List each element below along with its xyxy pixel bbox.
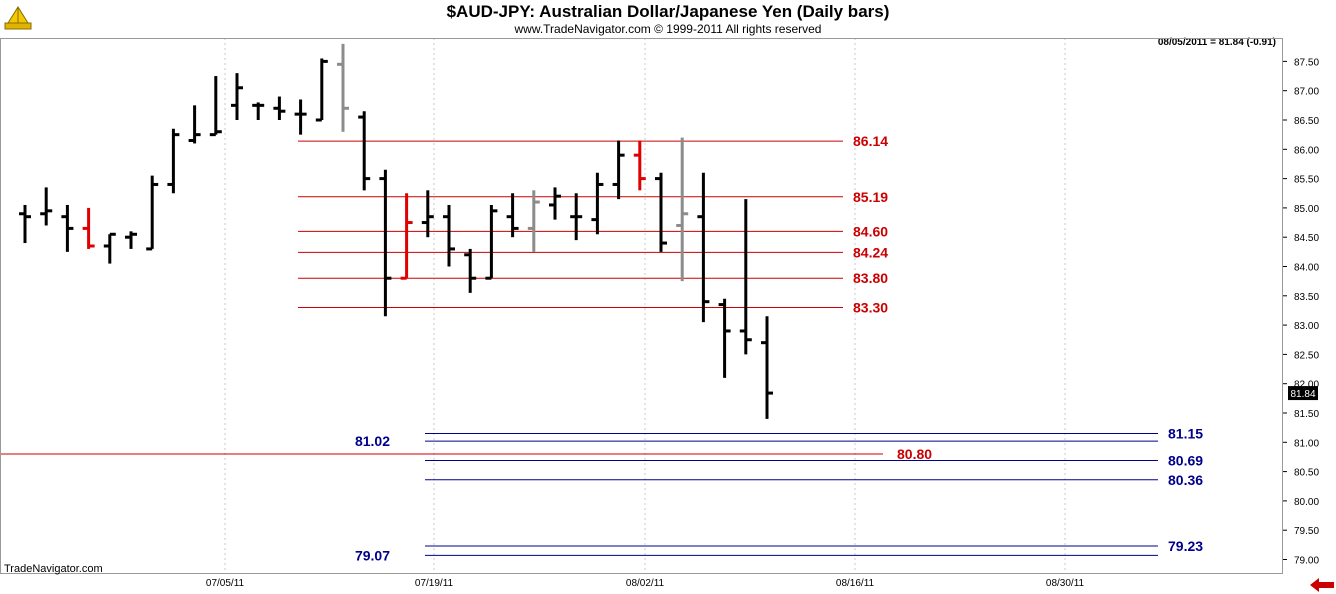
ohlc-bar xyxy=(337,43,349,132)
ohlc-bar xyxy=(443,204,455,267)
trade-navigator-logo-icon xyxy=(4,6,32,30)
ohlc-bar xyxy=(231,73,243,120)
y-tick-label: 80.50 xyxy=(1294,468,1319,479)
y-tick-label: 82.50 xyxy=(1294,350,1319,361)
ohlc-bar xyxy=(103,232,116,264)
level-label: 84.60 xyxy=(853,223,888,239)
x-tick-label: 07/05/11 xyxy=(206,578,245,589)
last-price-label: 81.84 xyxy=(1290,389,1315,400)
level-label: 83.30 xyxy=(853,300,888,316)
y-tick-label: 87.50 xyxy=(1294,57,1319,68)
y-tick-label: 85.50 xyxy=(1294,175,1319,186)
y-tick-label: 79.00 xyxy=(1294,556,1319,567)
chart-header: $AUD-JPY: Australian Dollar/Japanese Yen… xyxy=(0,0,1336,38)
ohlc-bar xyxy=(40,187,53,226)
y-tick-label: 82.00 xyxy=(1294,380,1319,391)
ohlc-bar xyxy=(294,99,307,135)
last-price-tag xyxy=(1288,386,1318,401)
grid-layer xyxy=(224,38,1066,573)
ohlc-bar xyxy=(633,140,646,191)
chart-subtitle: www.TradeNavigator.com © 1999-2011 All r… xyxy=(514,22,822,36)
ohlc-bar xyxy=(527,190,540,252)
ohlc-bar xyxy=(146,175,159,251)
y-tick-label: 86.50 xyxy=(1294,116,1319,127)
watermark: TradeNavigator.com xyxy=(4,563,103,575)
x-tick-label: 08/02/11 xyxy=(626,578,665,589)
ohlc-bar xyxy=(252,102,265,120)
level-label: 79.07 xyxy=(355,547,390,563)
ohlc-bar xyxy=(188,105,201,144)
y-tick-label: 86.00 xyxy=(1294,145,1319,156)
ohlc-bar xyxy=(718,298,731,378)
y-tick-label: 83.00 xyxy=(1294,321,1319,332)
level-label: 80.80 xyxy=(897,446,932,462)
ohlc-bar xyxy=(591,172,604,235)
x-tick-label: 07/19/11 xyxy=(415,578,454,589)
ohlc-bar xyxy=(676,137,689,282)
ohlc-bar xyxy=(506,193,519,238)
level-label: 79.23 xyxy=(1168,538,1203,554)
ohlc-bar xyxy=(421,190,434,238)
level-label: 80.69 xyxy=(1168,452,1203,468)
level-label: 86.14 xyxy=(853,133,888,149)
ohlc-bar xyxy=(464,248,477,293)
level-label: 85.19 xyxy=(853,189,888,205)
level-label: 81.02 xyxy=(355,433,390,449)
y-tick-label: 80.00 xyxy=(1294,497,1319,508)
level-label: 83.80 xyxy=(853,270,888,286)
ohlc-bar xyxy=(82,207,95,249)
y-tick-label: 84.00 xyxy=(1294,263,1319,274)
scroll-left-arrow-icon[interactable] xyxy=(1310,578,1334,592)
ohlc-bar xyxy=(379,169,392,317)
y-tick-label: 79.50 xyxy=(1294,526,1319,537)
ohlc-bar xyxy=(655,172,667,252)
ohlc-bar xyxy=(273,96,286,120)
ohlc-bar xyxy=(358,111,371,191)
y-tick-label: 85.00 xyxy=(1294,204,1319,215)
ohlc-bar xyxy=(697,172,710,323)
chart-title: $AUD-JPY: Australian Dollar/Japanese Yen… xyxy=(446,2,890,21)
level-label: 80.36 xyxy=(1168,472,1203,488)
axis-layer: 07/05/11 07/19/11 08/02/11 08/16/11 08/30/11… xyxy=(206,57,1320,589)
y-tick-label: 81.50 xyxy=(1294,409,1319,420)
level-layer: 86.14 85.19 84.60 84.24 83.80 83.30 81.15 81.02… xyxy=(0,133,1203,563)
ohlc-bar xyxy=(612,140,625,200)
ohlc-bar xyxy=(315,58,328,122)
y-tick-label: 84.50 xyxy=(1294,233,1319,244)
x-tick-label: 08/16/11 xyxy=(836,578,875,589)
ohlc-bar xyxy=(125,231,137,249)
ohlc-bar xyxy=(570,193,583,241)
ohlc-bar xyxy=(400,193,413,280)
level-label: 84.24 xyxy=(853,244,888,260)
y-tick-label: 87.00 xyxy=(1294,87,1319,98)
y-tick-label: 81.00 xyxy=(1294,438,1319,449)
level-label: 81.15 xyxy=(1168,426,1203,442)
x-tick-label: 08/30/11 xyxy=(1046,578,1085,589)
y-tick-label: 83.50 xyxy=(1294,292,1319,303)
ohlc-bar xyxy=(167,128,180,194)
ohlc-bar xyxy=(209,76,222,137)
ohlc-bar xyxy=(549,187,561,220)
ohlc-bar xyxy=(739,199,752,355)
ohlc-bar xyxy=(485,204,498,280)
bar-layer xyxy=(19,43,773,419)
ohlc-bar xyxy=(61,204,74,252)
ohlc-bar xyxy=(761,316,773,419)
ohlc-bar xyxy=(19,204,31,244)
price-readout: 08/05/2011 = 81.84 (-0.91) xyxy=(1157,37,1276,48)
